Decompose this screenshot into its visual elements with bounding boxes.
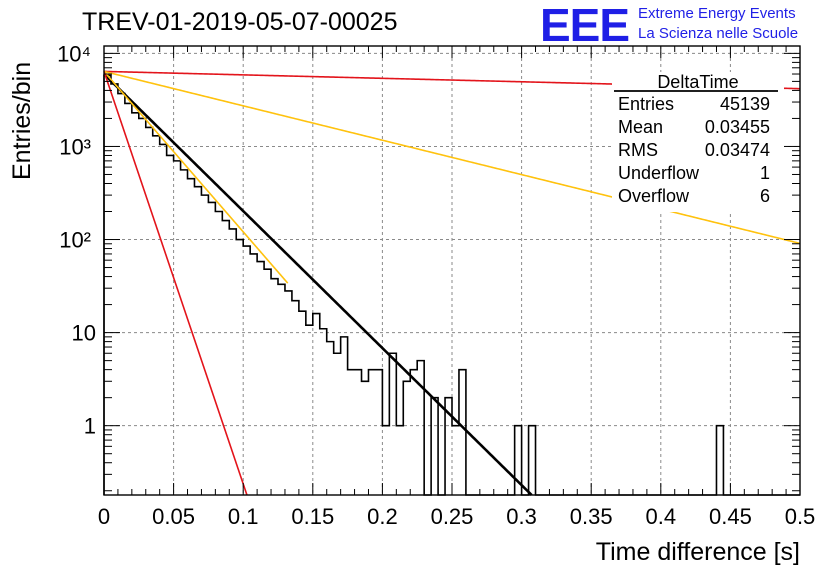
y-tick-label: 1 [84, 414, 96, 439]
x-tick-label: 0.15 [291, 504, 334, 529]
x-tick-label: 0.25 [431, 504, 474, 529]
logo-line-1: Extreme Energy Events [638, 5, 796, 22]
y-tick-label: 10³ [59, 134, 91, 159]
curve-fit [103, 73, 533, 496]
stats-row-value: 1 [760, 163, 770, 183]
y-tick-label: 10² [59, 228, 91, 253]
stats-row-value: 0.03474 [705, 140, 770, 160]
y-tick-label: 10 [72, 321, 96, 346]
stats-row-value: 6 [760, 186, 770, 206]
logo-mark: EEE [540, 0, 630, 51]
x-tick-label: 0.2 [367, 504, 398, 529]
stats-box-bg [612, 72, 784, 212]
x-tick-label: 0.1 [228, 504, 259, 529]
stats-row-value: 45139 [720, 94, 770, 114]
stats-row-label: RMS [618, 140, 658, 160]
curve-series-4 [103, 71, 248, 496]
y-tick-label-group: 1 [84, 414, 96, 439]
x-axis-label: Time difference [s] [596, 538, 800, 566]
x-tick-label: 0.5 [785, 504, 816, 529]
y-axis-label: Entries/bin [8, 62, 36, 180]
stats-box-title: DeltaTime [657, 72, 738, 92]
x-axis-ticks: 0 0.05 0.1 0.15 0.2 0.25 0.3 0.35 0.4 0.45 0.5 [98, 46, 815, 529]
stats-row-label: Underflow [618, 163, 700, 183]
curve-series-2 [103, 70, 801, 245]
y-tick-label-group: 10⁴ [57, 41, 91, 66]
y-tick-label: 10⁴ [57, 41, 91, 66]
curve-series-3 [103, 70, 289, 284]
logo-line-2: La Scienza nelle Scuole [638, 25, 799, 42]
x-tick-label: 0.35 [570, 504, 613, 529]
stats-row-label: Overflow [618, 186, 690, 206]
chart-title: TREV-01-2019-05-07-00025 [82, 8, 398, 36]
x-tick-label: 0.3 [506, 504, 537, 529]
stats-row-label: Entries [618, 94, 674, 114]
y-axis-ticks: 1 10 10² 10³ 10⁴ [57, 41, 800, 492]
stats-row-label: Mean [618, 117, 663, 137]
x-tick-label: 0.45 [709, 504, 752, 529]
x-tick-label: 0.05 [152, 504, 195, 529]
x-tick-label: 0 [98, 504, 110, 529]
y-tick-label-group: 10² [59, 228, 91, 253]
y-tick-label-group: 10 [72, 321, 96, 346]
eee-logo: EEE Extreme Energy Events La Scienza nel… [540, 0, 830, 51]
x-tick-label: 0.4 [646, 504, 677, 529]
y-tick-label-group: 10³ [59, 134, 91, 159]
stats-row-value: 0.03455 [705, 117, 770, 137]
